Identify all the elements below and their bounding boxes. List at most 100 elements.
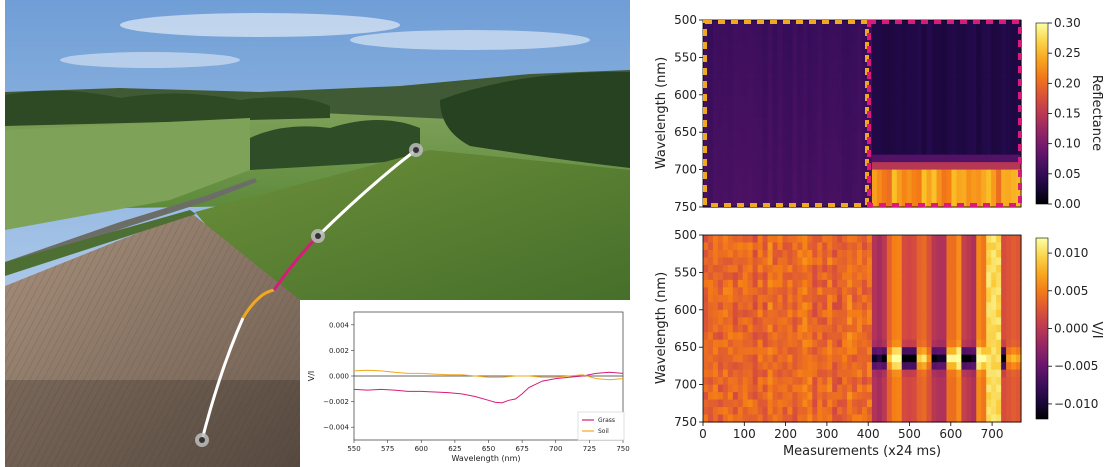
heatmap-cell	[747, 132, 754, 141]
heatmap-cell	[822, 369, 828, 378]
heatmap-cell	[812, 72, 818, 81]
heatmap-cell	[921, 272, 928, 281]
heatmap-cell	[941, 377, 948, 386]
heatmap-cell	[1006, 317, 1012, 326]
heatmap-cell	[891, 294, 898, 303]
heatmap-cell	[852, 249, 858, 259]
heatmap-cell	[981, 332, 987, 341]
heatmap-cell	[767, 249, 774, 259]
inset-ylabel: V/I	[307, 371, 316, 382]
heatmap-cell	[802, 407, 808, 416]
heatmap-cell	[737, 309, 744, 318]
heatmap-cell	[946, 87, 953, 96]
heatmap-cell	[926, 79, 933, 88]
heatmap-cell	[906, 332, 913, 341]
path-segment-end	[316, 148, 417, 238]
heatmap-cell	[1006, 49, 1012, 58]
heatmap-cell	[847, 249, 853, 259]
heatmap-cell	[941, 339, 948, 348]
heatmap-cell	[727, 279, 734, 288]
heatmap-cell	[996, 257, 1002, 266]
heatmap-cell	[961, 347, 967, 356]
heatmap-cell	[792, 369, 799, 378]
heatmap-cell	[991, 257, 997, 266]
heatmap-cell	[727, 192, 734, 201]
heatmap-cell	[946, 102, 953, 111]
heatmap-cell	[931, 242, 938, 251]
heatmap-cell	[1006, 302, 1012, 311]
heatmap-cell	[852, 399, 858, 408]
heatmap-cell	[842, 79, 848, 88]
heatmap-cell	[946, 339, 953, 348]
heatmap-cell	[1001, 369, 1007, 378]
heatmap-cell	[951, 324, 958, 333]
heatmap-cell	[911, 354, 918, 363]
heatmap-cell	[727, 317, 734, 326]
heatmap-cell	[757, 407, 764, 416]
heatmap-cell	[1001, 72, 1007, 81]
heatmap-cell	[712, 347, 719, 356]
heatmap-cell	[837, 169, 843, 178]
heatmap-cell	[986, 162, 992, 171]
heatmap-cell	[762, 34, 769, 44]
heatmap-cell	[737, 369, 744, 378]
heatmap-cell	[852, 324, 858, 333]
heatmap-cell	[732, 324, 739, 333]
heatmap-cell	[752, 287, 759, 296]
heatmap-cell	[752, 279, 759, 288]
heatmap-cell	[832, 272, 838, 281]
heatmap-cell	[891, 362, 898, 371]
heatmap-cell	[727, 302, 734, 311]
heatmap-cell	[1001, 264, 1007, 273]
heatmap-cell	[747, 399, 754, 408]
heatmap-cell	[891, 249, 898, 259]
heatmap-cell	[961, 354, 967, 363]
heatmap-cell	[976, 49, 982, 58]
heatmap-cell	[742, 264, 749, 273]
heatmap-cell	[787, 302, 794, 311]
heatmap-cell	[896, 154, 903, 163]
heatmap-cell	[1006, 102, 1012, 111]
heatmap-cell	[886, 102, 893, 111]
heatmap-cell	[847, 42, 853, 51]
heatmap-cell	[906, 354, 913, 363]
heatmap-cell	[717, 294, 724, 303]
heatmap-cell	[772, 72, 779, 81]
heatmap-cell	[936, 302, 943, 311]
heatmap-cell	[951, 42, 958, 51]
heatmap-cell	[921, 192, 928, 201]
heatmap-cell	[876, 384, 883, 393]
heatmap-cell	[901, 242, 908, 251]
heatmap-cell	[862, 117, 868, 126]
heatmap-cell	[792, 264, 799, 273]
heatmap-cell	[866, 249, 873, 259]
heatmap-cell	[847, 169, 853, 178]
heatmap-cell	[787, 20, 794, 29]
heatmap-cell	[797, 384, 803, 393]
heatmap-cell	[727, 124, 734, 133]
heatmap-cell	[797, 42, 803, 51]
heatmap-cell	[792, 384, 799, 393]
vi-colorbar	[1035, 237, 1049, 420]
heatmap-cell	[971, 27, 977, 36]
heatmap-cell	[906, 27, 913, 36]
heatmap-cell	[717, 392, 724, 401]
heatmap-cell	[782, 147, 789, 156]
heatmap-cell	[727, 42, 734, 51]
heatmap-cell	[956, 147, 962, 156]
heatmap-cell	[807, 184, 813, 193]
heatmap-cell	[921, 154, 928, 163]
heatmap-cell	[812, 347, 818, 356]
heatmap-cell	[956, 272, 962, 281]
heatmap-cell	[981, 294, 987, 303]
heatmap-cell	[842, 132, 848, 141]
heatmap-cell	[1006, 362, 1012, 371]
heatmap-cell	[901, 287, 908, 296]
heatmap-cell	[911, 139, 918, 148]
heatmap-cell	[1006, 57, 1012, 66]
heatmap-cell	[752, 235, 759, 244]
heatmap-cell	[722, 154, 729, 163]
heatmap-cell	[792, 64, 799, 73]
heatmap-cell	[1016, 332, 1022, 341]
heatmap-cell	[742, 377, 749, 386]
